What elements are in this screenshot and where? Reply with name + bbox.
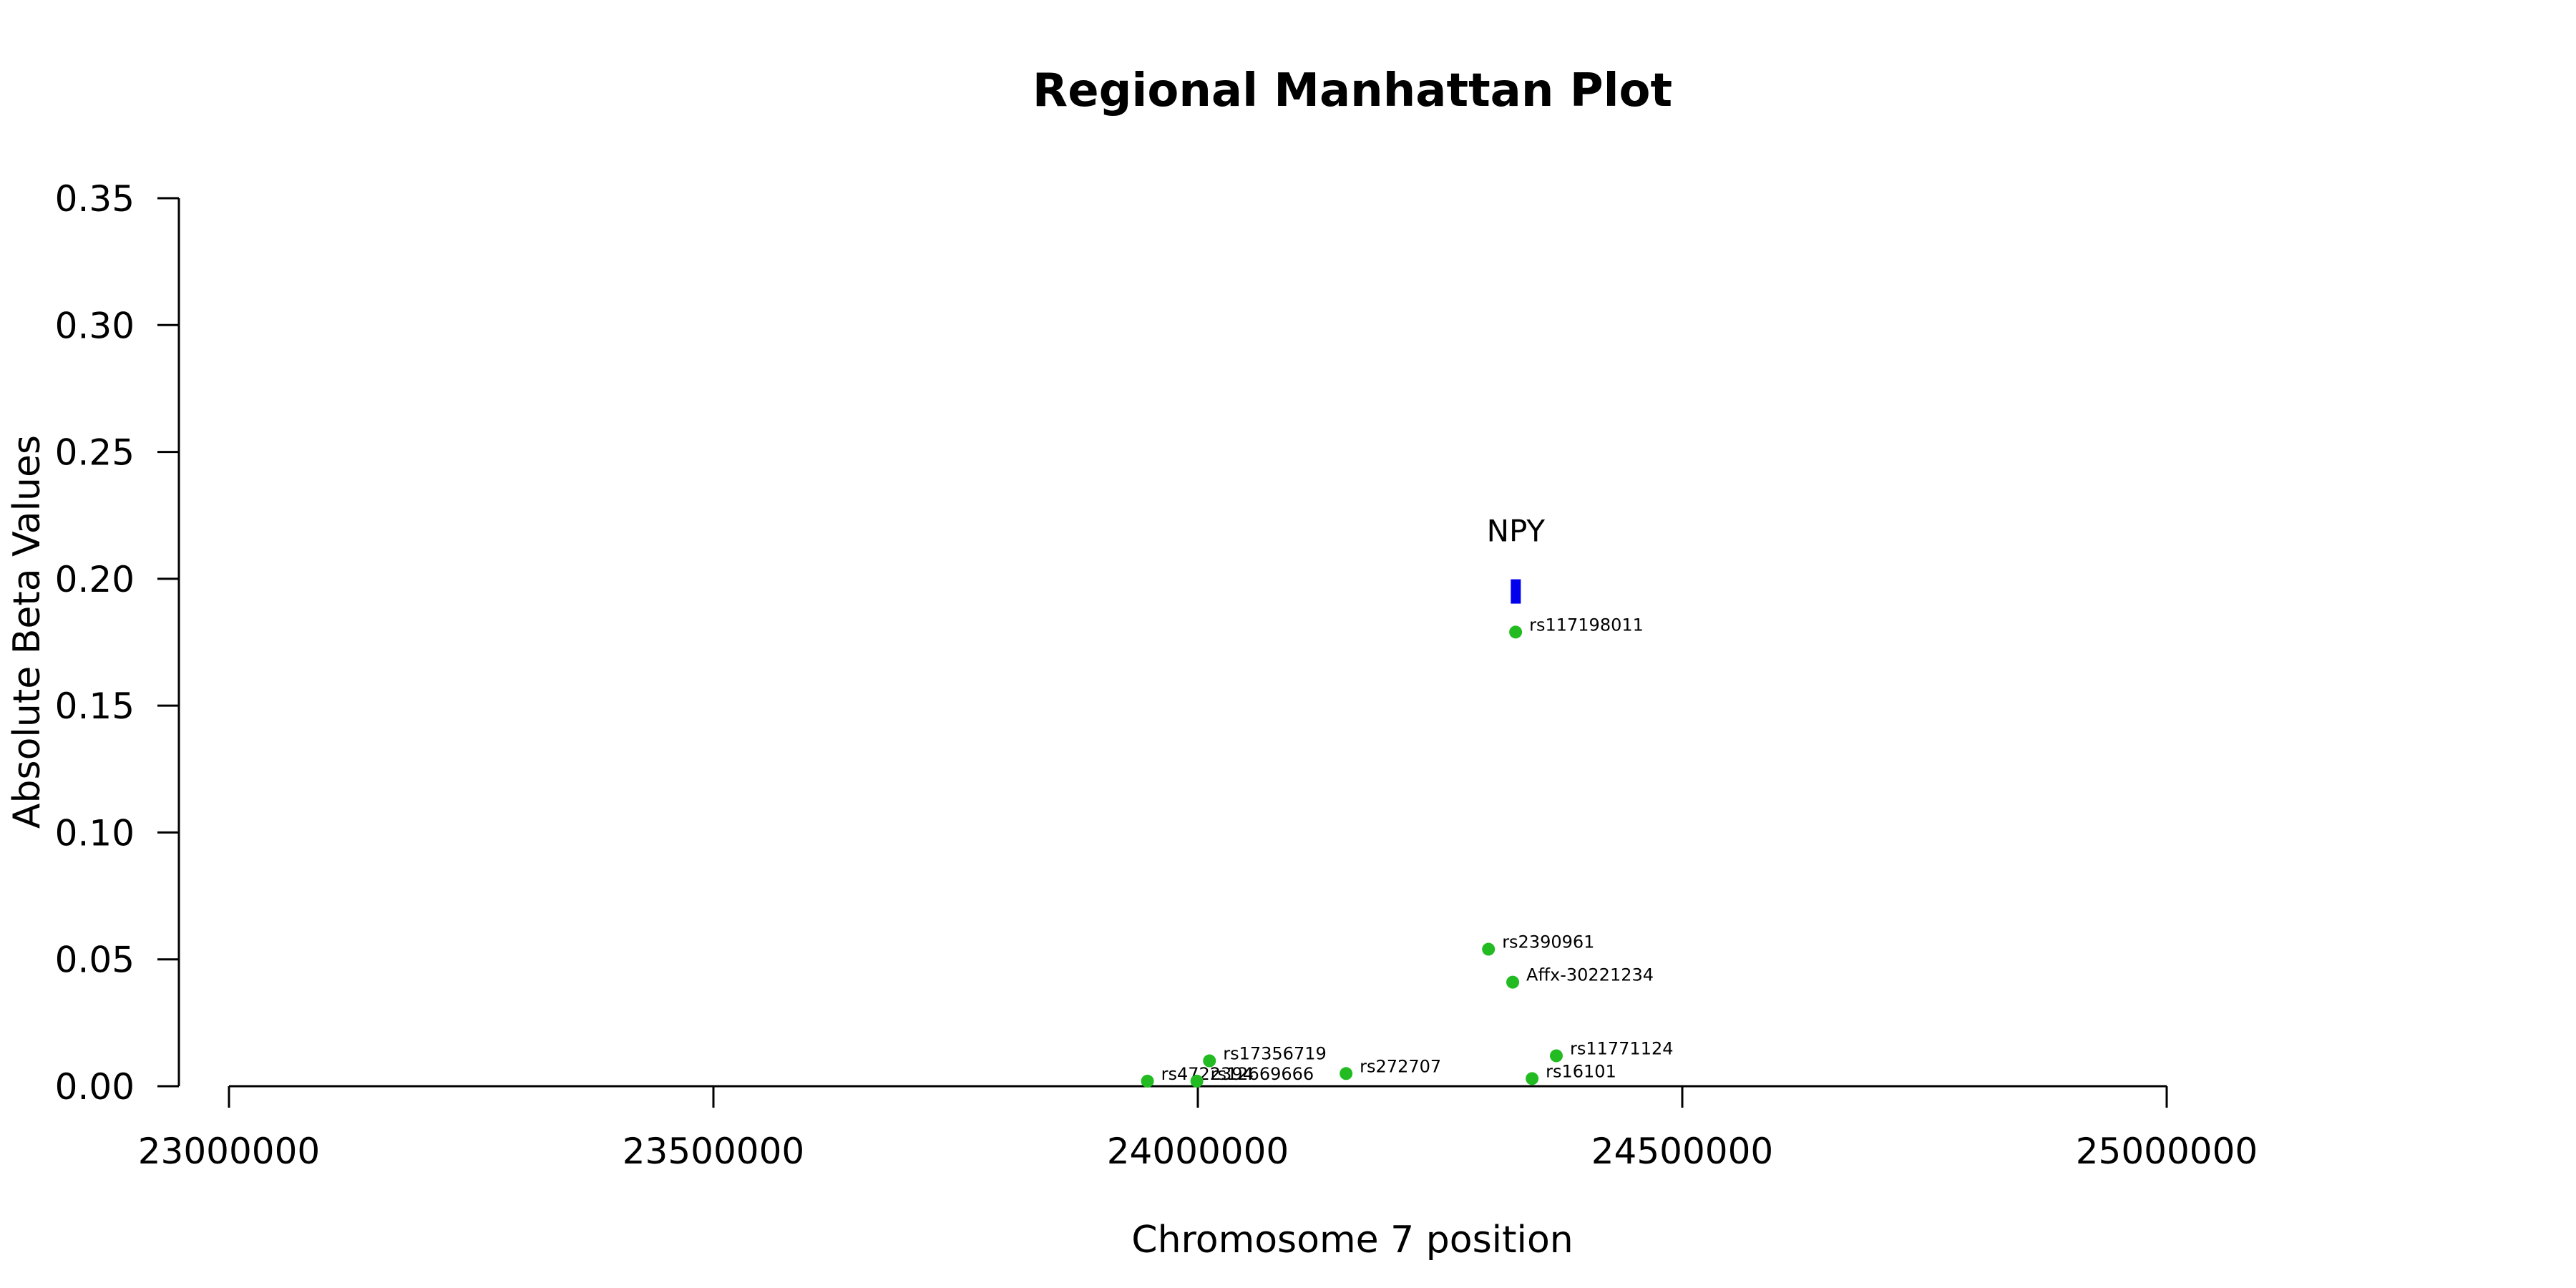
y-axis-label: Absolute Beta Values <box>6 435 49 829</box>
snp-label: rs2390961 <box>1502 932 1594 952</box>
x-axis: 23000000 23500000 24000000 24500000 25000000 <box>138 1085 2258 1172</box>
x-tick-label: 24500000 <box>1591 1131 1774 1172</box>
snp-point <box>1506 975 1520 989</box>
y-tick-label: 0.25 <box>55 432 135 474</box>
snp-label: Affx-30221234 <box>1526 965 1654 985</box>
gene-label: NPY <box>1487 514 1546 549</box>
snp-label: rs17356719 <box>1223 1044 1327 1064</box>
y-tick-label: 0.05 <box>55 940 135 981</box>
snp-point <box>1549 1049 1563 1063</box>
snp-label: rs16101 <box>1546 1061 1616 1081</box>
snp-label: rs117198011 <box>1529 615 1644 635</box>
snp-point <box>1190 1074 1204 1088</box>
snp-point <box>1526 1072 1539 1085</box>
snp-point <box>1509 625 1523 639</box>
snp-point <box>1141 1074 1154 1088</box>
snp-points-layer: rs117198011 rs2390961 Affx-30221234 rs11771… <box>1141 615 1674 1088</box>
snp-point <box>1203 1054 1216 1068</box>
y-tick-label: 0.20 <box>55 559 135 600</box>
gene-layer: NPY <box>1487 514 1546 604</box>
snp-label: rs12669666 <box>1211 1064 1314 1084</box>
y-tick-label: 0.35 <box>55 178 135 220</box>
x-axis-label: Chromosome 7 position <box>1131 1219 1573 1262</box>
y-tick-label: 0.10 <box>55 812 135 854</box>
x-tick-label: 23000000 <box>138 1131 321 1172</box>
snp-label: rs4722394 <box>1161 1064 1254 1084</box>
y-tick-label: 0.30 <box>55 305 135 346</box>
snp-point <box>1482 942 1496 956</box>
x-tick-label: 25000000 <box>2076 1131 2258 1172</box>
snp-point <box>1340 1067 1353 1080</box>
chart-title: Regional Manhattan Plot <box>1033 64 1672 117</box>
x-tick-label: 23500000 <box>623 1131 805 1172</box>
y-tick-label: 0.15 <box>55 686 135 727</box>
snp-label: rs11771124 <box>1570 1038 1674 1058</box>
snp-label: rs272707 <box>1360 1056 1441 1076</box>
gene-marker <box>1511 579 1521 604</box>
y-axis: 0.00 0.05 0.10 0.15 0.20 0.25 0.30 0.35 <box>55 178 180 1108</box>
x-tick-label: 24000000 <box>1107 1131 1289 1172</box>
y-tick-label: 0.00 <box>55 1066 135 1108</box>
